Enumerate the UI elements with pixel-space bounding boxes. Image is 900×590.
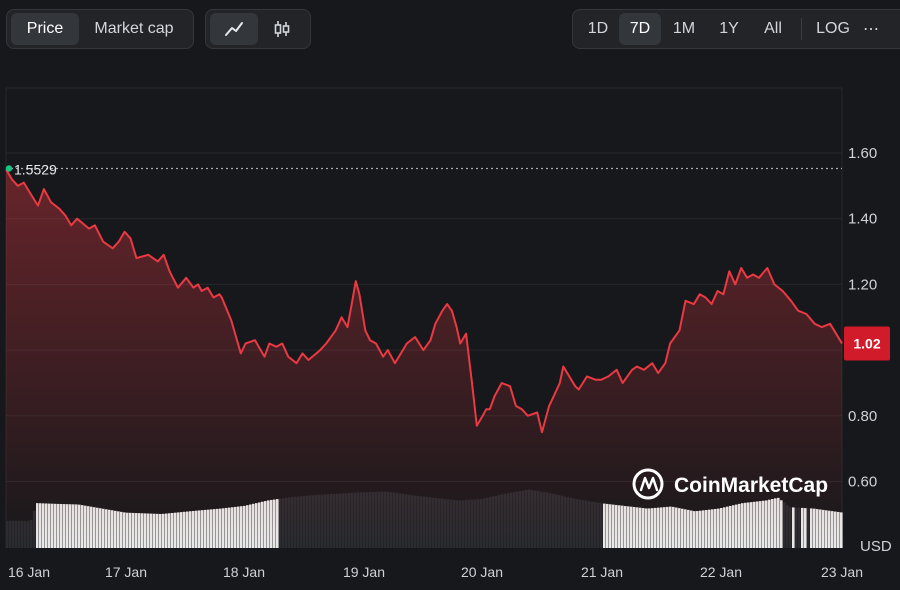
range-1m-button[interactable]: 1M: [672, 20, 696, 37]
tab-market-cap[interactable]: Market cap: [94, 20, 174, 37]
start-price-marker: [5, 165, 13, 172]
x-tick-label: 18 Jan: [223, 564, 265, 580]
x-tick-label: 20 Jan: [461, 564, 503, 580]
coinmarketcap-watermark: CoinMarketCap: [632, 468, 828, 500]
more-options-button[interactable]: ⋯: [863, 21, 879, 38]
x-tick-label: 22 Jan: [700, 564, 742, 580]
y-tick-label: 0.80: [848, 408, 877, 425]
currency-label: USD: [860, 538, 892, 555]
candlestick-icon: [274, 21, 290, 37]
range-7d-button[interactable]: 7D: [619, 13, 661, 45]
y-axis: 1.60 1.40 1.20 0.80 0.60: [848, 145, 877, 491]
price-area-fill: [6, 169, 842, 548]
range-1y-button[interactable]: 1Y: [719, 20, 739, 37]
line-chart-icon: [225, 22, 243, 36]
current-price-label: 1.02: [853, 336, 880, 352]
price-line: [5, 168, 843, 434]
tab-price[interactable]: Price: [11, 13, 79, 45]
y-tick-label: 1.20: [848, 276, 877, 293]
log-scale-button[interactable]: LOG: [816, 20, 850, 37]
start-price-label: 1.5529: [14, 161, 57, 177]
x-tick-label: 21 Jan: [581, 564, 623, 580]
candlestick-button[interactable]: [258, 13, 306, 45]
line-chart-button[interactable]: [210, 13, 258, 45]
chart-type-group: [205, 9, 311, 49]
y-tick-label: 1.40: [848, 211, 877, 228]
x-tick-label: 17 Jan: [105, 564, 147, 580]
range-divider: [801, 18, 802, 40]
x-axis: 16 Jan 17 Jan 18 Jan 19 Jan 20 Jan 21 Jan 22 J…: [8, 564, 863, 580]
y-tick-label: 1.60: [848, 145, 877, 162]
x-tick-label: 16 Jan: [8, 564, 50, 580]
metric-tab-group: Price Market cap: [6, 9, 194, 49]
y-tick-label: 0.60: [848, 474, 877, 491]
x-tick-label: 23 Jan: [821, 564, 863, 580]
watermark-text: CoinMarketCap: [674, 474, 828, 497]
coinmarketcap-logo-icon: [632, 468, 664, 500]
range-1d-button[interactable]: 1D: [587, 20, 609, 37]
x-tick-label: 19 Jan: [343, 564, 385, 580]
range-all-button[interactable]: All: [764, 20, 782, 37]
current-price-badge: [844, 326, 890, 361]
range-group: 1D 7D 1M 1Y All LOG ⋯: [572, 9, 900, 49]
